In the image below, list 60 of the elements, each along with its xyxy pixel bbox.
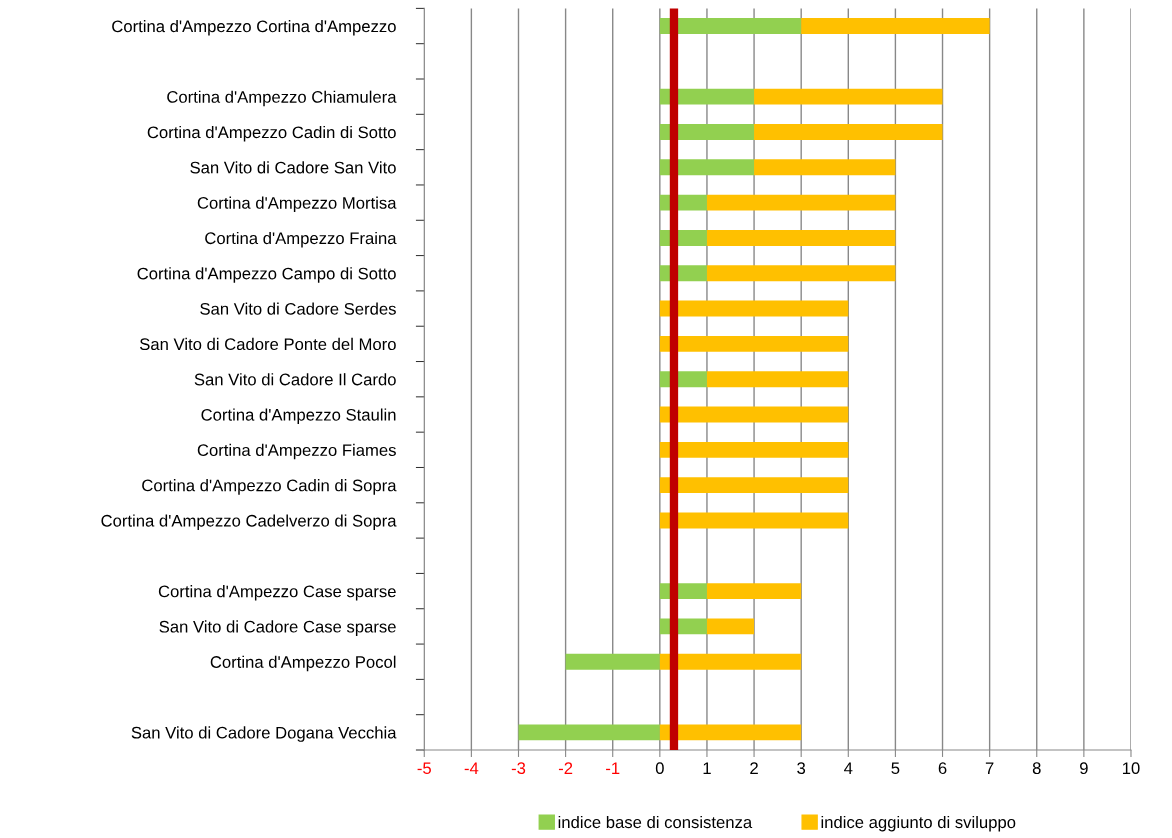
y-tick-label: San Vito di Cadore Il Cardo xyxy=(194,373,396,386)
y-tick-label: Cortina d'Ampezzo Cadin di Sotto xyxy=(147,125,396,142)
bar xyxy=(659,406,849,423)
x-tick-label: 9 xyxy=(1080,762,1088,775)
bar xyxy=(659,512,849,529)
x-tick-label: 3 xyxy=(797,762,806,775)
y-tick-label: Cortina d'Ampezzo Pocol xyxy=(210,655,396,672)
x-tick-label: 5 xyxy=(891,762,900,775)
bar xyxy=(659,159,755,176)
x-tick-label: 2 xyxy=(750,762,758,774)
x-tick-label: -4 xyxy=(464,762,479,774)
bar xyxy=(659,477,849,494)
bar xyxy=(565,653,660,670)
bar xyxy=(659,300,849,317)
bar xyxy=(659,88,755,105)
bar xyxy=(754,88,943,105)
legend-label: indice aggiunto di sviluppo xyxy=(821,815,1016,832)
y-tick-label: Cortina d'Ampezzo Fraina xyxy=(205,231,397,248)
y-tick-label: San Vito di Cadore Serdes xyxy=(200,302,396,315)
bar xyxy=(659,653,802,670)
bar xyxy=(518,724,660,741)
x-tick-label: 10 xyxy=(1122,762,1140,775)
y-tick-label: Cortina d'Ampezzo Case sparse xyxy=(158,585,396,601)
y-tick-label: Cortina d'Ampezzo Campo di Sotto xyxy=(137,267,396,283)
y-tick-label: San Vito di Cadore Ponte del Moro xyxy=(139,337,396,351)
bar xyxy=(706,229,896,246)
x-tick-label: -3 xyxy=(511,762,526,775)
bar xyxy=(706,371,849,388)
x-tick-label: 6 xyxy=(938,762,947,775)
bar xyxy=(706,194,896,211)
y-tick-label: San Vito di Cadore Case sparse xyxy=(159,620,396,636)
x-tick-label: -5 xyxy=(417,762,431,775)
bar xyxy=(659,18,802,34)
legend-label: indice base di consistenza xyxy=(558,815,753,829)
bar xyxy=(659,441,849,458)
y-tick-label: Cortina d'Ampezzo Mortisa xyxy=(197,196,397,213)
x-tick-label: 8 xyxy=(1032,762,1041,775)
y-tick-label: Cortina d'Ampezzo Cadin di Sopra xyxy=(142,479,397,495)
x-tick-label: 0 xyxy=(655,762,664,775)
y-tick-label: San Vito di Cadore San Vito xyxy=(190,161,396,174)
bar xyxy=(706,265,896,282)
y-tick-label: Cortina d'Ampezzo Fiames xyxy=(197,443,396,460)
bar xyxy=(706,618,755,635)
x-tick-label: -2 xyxy=(558,762,573,774)
bar xyxy=(754,159,896,176)
y-tick-label: Cortina d'Ampezzo Cortina d'Ampezzo xyxy=(112,20,396,36)
bar xyxy=(801,18,990,34)
y-tick-label: Cortina d'Ampezzo Staulin xyxy=(201,408,396,425)
x-tick-label: 1 xyxy=(703,762,711,774)
bar xyxy=(659,724,802,741)
y-tick-label: San Vito di Cadore Dogana Vecchia xyxy=(131,726,397,742)
bar xyxy=(659,335,849,352)
x-tick-label: 7 xyxy=(985,762,994,774)
x-tick-label: 4 xyxy=(844,762,853,774)
y-tick-label: Cortina d'Ampezzo Cadelverzo di Sopra xyxy=(101,514,397,530)
x-tick-label: -1 xyxy=(606,762,620,774)
y-tick-label: Cortina d'Ampezzo Chiamulera xyxy=(167,90,397,107)
bar xyxy=(659,124,755,140)
bar xyxy=(754,124,943,140)
bar xyxy=(706,583,802,600)
